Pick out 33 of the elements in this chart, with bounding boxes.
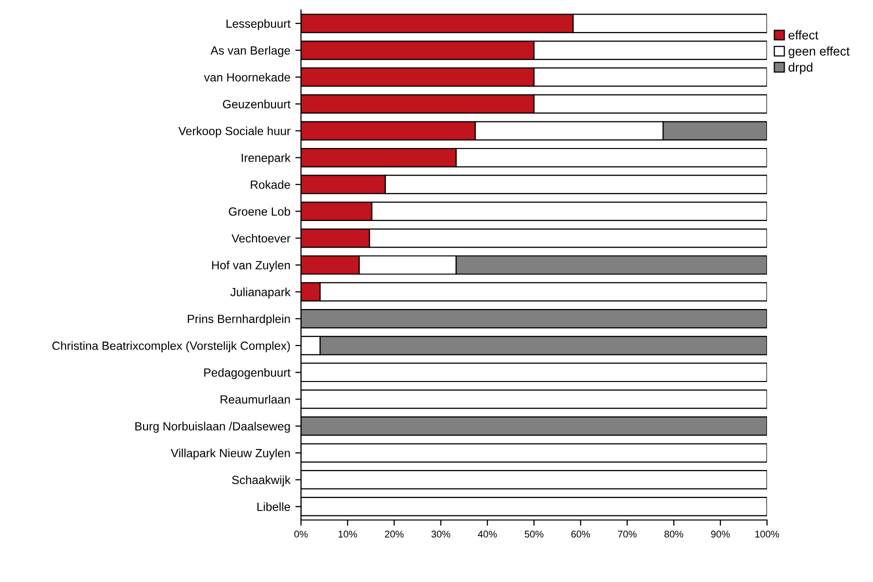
x-tick-label: 70%: [618, 530, 637, 538]
y-tick-label: Hof van Zuylen: [212, 260, 290, 272]
legend-label: geen effect: [788, 46, 850, 58]
y-tick-label: As van Berlage: [210, 46, 290, 57]
legend-label: effect: [788, 30, 818, 40]
x-tick-label: 100%: [755, 530, 780, 538]
x-tick-label: 50%: [524, 530, 544, 538]
y-tick-label: Vechtoever: [232, 234, 290, 243]
y-tick-label: Schaakwijk: [232, 475, 291, 486]
y-tick-label: Verkoop Sociale huur: [178, 126, 290, 138]
y-tick-label: Reaumurlaan: [220, 394, 290, 404]
y-tick-label: Geuzenbuurt: [222, 100, 290, 108]
x-tick-label: 80%: [664, 530, 684, 538]
legend-label: drpd: [788, 62, 812, 74]
x-tick-label: 60%: [571, 530, 590, 538]
x-tick-label: 90%: [711, 530, 730, 538]
x-tick-label: 40%: [478, 530, 497, 538]
y-tick-label: Prins Bernhardplein: [188, 314, 290, 326]
y-tick-label: Lessepbuurt: [226, 19, 290, 30]
y-tick-label: van Hoornekade: [204, 72, 290, 82]
x-tick-label: 30%: [431, 530, 450, 538]
y-tick-label: Villapark Nieuw Zuylen: [170, 448, 290, 460]
y-tick-label: Pedagogenbuurt: [204, 368, 291, 380]
y-tick-label: Julianapark: [230, 288, 291, 299]
y-tick-label: Burg Norbuislaan /Daalseweg: [135, 422, 290, 433]
x-tick-label: 0%: [294, 530, 308, 538]
x-tick-label: 10%: [338, 530, 357, 538]
y-tick-label: Groene Lob: [228, 207, 290, 216]
y-tick-label: Rokade: [250, 180, 290, 189]
x-tick-label: 20%: [384, 530, 404, 538]
y-tick-label: Libelle: [257, 502, 290, 511]
y-tick-label: Irenepark: [242, 153, 291, 164]
y-tick-label: Christina Beatrixcomplex (Vorstelijk Complex): [52, 341, 290, 352]
